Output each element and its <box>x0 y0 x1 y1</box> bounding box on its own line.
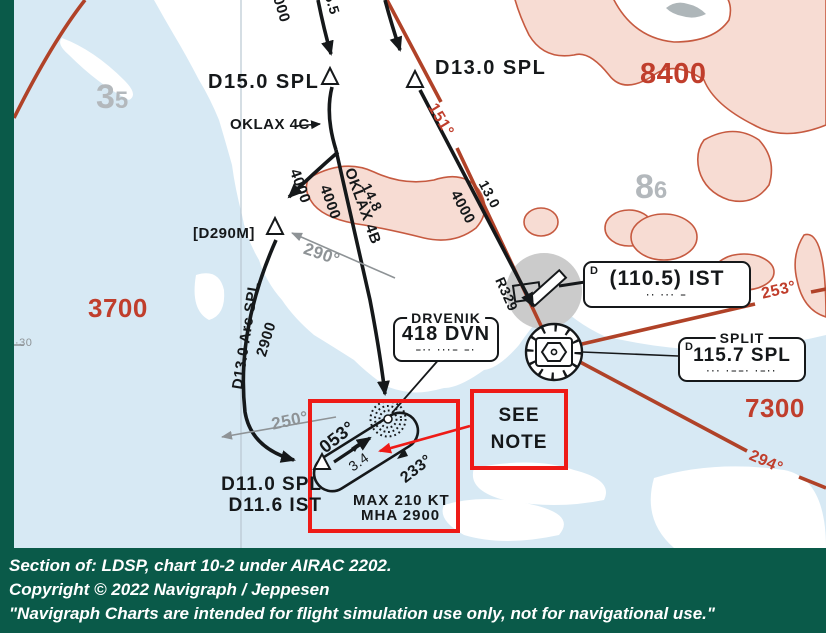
hold-outbound-arrow <box>397 448 408 459</box>
grid-mora-3700: 3700 <box>88 293 148 323</box>
oklax4c-pointer <box>295 120 321 130</box>
navaid-freq: 115.7 SPL <box>693 345 791 366</box>
sid-label-oklax4c: OKLAX 4C <box>230 116 310 133</box>
morse-code: ··· ·−−· ·−·· <box>706 366 778 376</box>
navaid-name: DRVENIK <box>407 310 485 326</box>
track-a-curve <box>327 86 338 151</box>
navaid-freq: (110.5) IST <box>609 267 725 290</box>
hold-racetrack <box>312 411 420 493</box>
see-note-line2: NOTE <box>490 432 548 453</box>
fix-label-d11-spl: D11.0 SPL <box>221 474 322 495</box>
hold-mha: MHA 2900 <box>361 507 441 524</box>
fix-label-d11: D11.0 SPL D11.6 IST <box>210 474 322 516</box>
track-branch-d290m <box>287 150 340 199</box>
attribution-footer: Section of: LDSP, chart 10-2 under AIRAC… <box>0 548 826 633</box>
gray-course-arrows <box>221 232 396 440</box>
vor-symbol <box>524 322 584 382</box>
red-airways <box>14 0 826 490</box>
navaid-box-drvenik: DRVENIK 418 DVN −·· ···− −· <box>393 310 499 362</box>
arrow-290 <box>291 232 396 279</box>
fix-label-d11-ist: D11.6 IST <box>228 495 322 516</box>
latitude-label-30: ·30 <box>15 337 33 349</box>
hold-highlight-box <box>308 399 460 533</box>
footer-section-line: Section of: LDSP, chart 10-2 under AIRAC… <box>9 556 392 575</box>
navaid-box-ist: D (110.5) IST ·· ··· − <box>583 261 751 308</box>
footer-disclaimer-line: "Navigraph Charts are intended for fligh… <box>9 604 715 623</box>
fix-label-d15: D15.0 SPL <box>208 71 320 93</box>
fix-d15 <box>320 65 340 85</box>
navaid-name: SPLIT <box>715 330 769 346</box>
airway-253-right <box>810 287 826 294</box>
fix-label-d290m: [D290M] <box>193 225 255 242</box>
arrow-250 <box>221 416 337 440</box>
dme-arc <box>241 239 296 463</box>
fix-label-d13: D13.0 SPL <box>435 57 547 79</box>
sid-tracks <box>241 0 679 463</box>
airway-151-upper <box>385 0 443 103</box>
grid-mora-86: 86 <box>635 168 668 206</box>
navaid-ident: 418 DVN <box>401 323 491 345</box>
track-a-inbound <box>316 0 334 56</box>
morse-code: ·· ··· − <box>646 290 688 300</box>
footer-copyright-line: Copyright © 2022 Navigraph / Jeppesen <box>9 580 330 599</box>
hold-inbound-arrow <box>333 436 372 464</box>
airway-294-right <box>798 475 826 490</box>
fix-hold <box>312 451 332 470</box>
fix-d290m <box>265 215 285 235</box>
chart-canvas: 4000 5.5 D15.0 SPL OKLAX 4C D13.0 SPL 15… <box>14 0 826 548</box>
dme-flag: D <box>685 341 693 353</box>
grid-mora-8400: 8400 <box>640 58 707 90</box>
drvenik-leader <box>391 356 442 414</box>
hold-inbound-arrow2 <box>351 441 361 452</box>
navaid-box-split: SPLIT D 115.7 SPL ··· ·−−· ·−·· <box>678 330 806 382</box>
grid-mora-7300: 7300 <box>745 393 805 423</box>
dme-flag: D <box>590 265 598 277</box>
holding-pattern <box>312 411 420 493</box>
split-leader <box>581 351 679 357</box>
airway-294-left <box>579 360 748 453</box>
terrain-contours <box>305 0 826 318</box>
see-note-arrow <box>378 424 471 454</box>
fix-triangles <box>265 65 425 470</box>
terrain-sketch <box>666 2 706 18</box>
track-b-to-vor <box>418 89 535 308</box>
see-note-box: SEE NOTE <box>470 389 568 470</box>
grid-mora-35: 35 <box>96 78 129 116</box>
track-a-to-hold <box>334 149 390 396</box>
fix-d13 <box>405 68 425 88</box>
ist-leader <box>558 280 586 288</box>
morse-code: −·· ···− −· <box>415 345 477 355</box>
airway-253-left <box>581 302 756 346</box>
airway-arc-topleft <box>14 0 87 119</box>
see-note-line1: SEE <box>498 405 540 426</box>
hold-max-speed: MAX 210 KT <box>353 492 450 509</box>
track-b-inbound <box>383 0 403 52</box>
